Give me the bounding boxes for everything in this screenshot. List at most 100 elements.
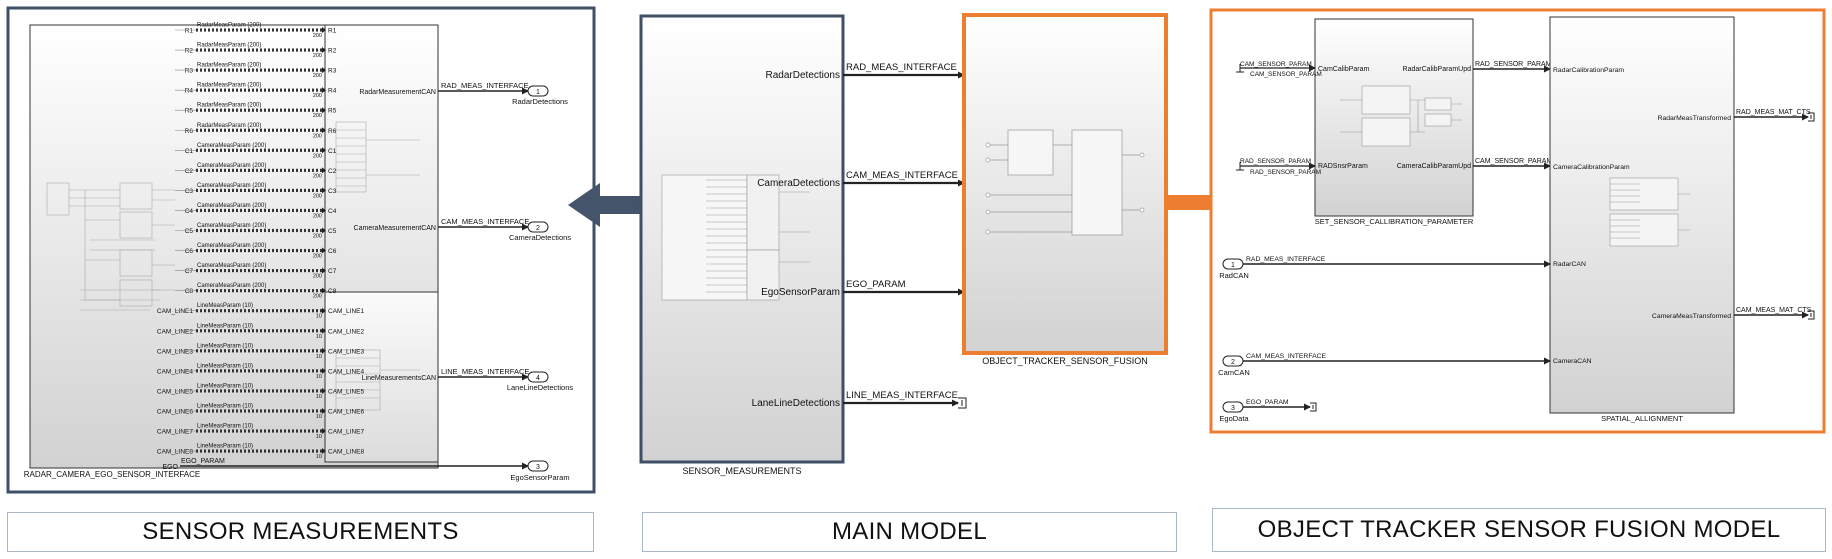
- bus-line: [196, 289, 322, 293]
- rad-meas-mat-signal: RAD_MEAS_MAT_CTS: [1736, 109, 1811, 116]
- bus-line: [196, 309, 322, 313]
- bus-arrowhead: [322, 27, 326, 33]
- fusion-internal: [985, 129, 1145, 236]
- bus-line: [196, 48, 322, 52]
- caption-sensor-measurements: SENSOR MEASUREMENTS: [7, 512, 594, 552]
- ego-outport-num: 3: [536, 464, 540, 471]
- ego-outport[interactable]: [527, 460, 549, 472]
- row-bus-label: CameraMeasParam (200): [197, 163, 266, 169]
- bus-line: [196, 409, 322, 413]
- row-output-label: C6: [328, 248, 337, 255]
- bus-line: [196, 188, 322, 192]
- ego-signal-label: EGO_PARAM: [181, 458, 225, 465]
- radcan-inport[interactable]: [1222, 258, 1244, 270]
- bus-arrowhead: [322, 147, 326, 154]
- egodata-inport[interactable]: [1222, 401, 1244, 413]
- camera-signal-label: CAM_MEAS_INTERFACE: [441, 217, 529, 226]
- camcan-inport[interactable]: [1222, 355, 1244, 367]
- row-input-label: CAM_LINE1: [157, 308, 194, 315]
- bus-line: [196, 449, 322, 453]
- row-output-label: C7: [328, 268, 337, 275]
- align-in-radarcan: RadarCAN: [1553, 261, 1586, 268]
- camera-outport[interactable]: [527, 221, 549, 233]
- row-bus-label: LineMeasParam (10): [197, 363, 253, 369]
- main-signal-label: CAM_MEAS_INTERFACE: [846, 170, 958, 181]
- caption-main-model: MAIN MODEL: [642, 512, 1177, 552]
- row-input-label: C6: [185, 248, 194, 255]
- main-port-label: LaneLineDetections: [752, 398, 840, 409]
- row-input-label: CAM_LINE6: [157, 408, 194, 415]
- calib-block-name: SET_SENSOR_CALLIBRATION_PARAMETER: [1315, 217, 1474, 226]
- camera-port-label: CameraMeasurementCAN: [354, 225, 436, 232]
- bus-arrowhead: [322, 247, 326, 254]
- bus-arrowhead: [322, 47, 326, 54]
- row-dimension: 200: [313, 153, 322, 159]
- radar-outport[interactable]: [527, 85, 549, 97]
- main-model-panel: SENSOR_MEASUREMENTS RadarDetections RAD_M…: [639, 13, 1168, 476]
- bus-line: [196, 88, 322, 92]
- row-input-label: R6: [185, 128, 194, 135]
- egodata-inport-num: 3: [1231, 405, 1235, 412]
- row-input-label: R4: [185, 88, 194, 95]
- row-bus-label: CameraMeasParam (200): [197, 283, 266, 289]
- arrow-to-sensor-measurements: [568, 183, 655, 227]
- bus-line: [196, 148, 322, 152]
- bus-arrowhead: [322, 107, 326, 114]
- bus-line: [196, 208, 322, 213]
- row-dimension: 200: [313, 234, 322, 240]
- radcan-inport-num: 1: [1231, 262, 1235, 269]
- row-output-label: C1: [328, 148, 337, 155]
- bus-arrowhead: [322, 167, 326, 174]
- row-dimension: 200: [313, 274, 322, 280]
- row-dimension: 200: [313, 294, 322, 300]
- bus-line: [196, 128, 322, 132]
- main-port-label: EgoSensorParam: [761, 287, 840, 298]
- row-dimension: 200: [313, 193, 322, 199]
- line-outport[interactable]: [527, 371, 549, 383]
- cam-terminator: [1808, 310, 1815, 320]
- row-input-label: R3: [185, 68, 194, 75]
- bus-line: [196, 228, 322, 233]
- row-output-label: R5: [328, 108, 337, 115]
- row-output-label: C8: [328, 288, 337, 295]
- row-dimension: 200: [313, 254, 322, 260]
- row-dimension: 10: [316, 334, 322, 340]
- camcan-inport-name: CamCAN: [1218, 368, 1250, 377]
- row-output-label: R4: [328, 88, 337, 95]
- object-tracker-fusion-block[interactable]: [962, 13, 1168, 355]
- camera-outport-num: 2: [536, 225, 540, 232]
- calib-in-radsnsr: RADSnsrParam: [1318, 163, 1368, 170]
- bus-line: [196, 349, 322, 353]
- row-input-label: R2: [185, 48, 194, 55]
- row-input-label: CAM_LINE8: [157, 449, 194, 456]
- rad-const-signal: RAD_SENSOR_PARAM: [1250, 169, 1321, 176]
- row-input-label: C1: [185, 148, 194, 155]
- bus-arrowhead: [322, 347, 326, 354]
- radar-camera-subblock[interactable]: [324, 24, 439, 293]
- radar-outport-num: 1: [536, 89, 540, 96]
- left-block-name: RADAR_CAMERA_EGO_SENSOR_INTERFACE: [24, 470, 201, 479]
- left-internal-routing: [46, 121, 420, 411]
- row-input-label: CAM_LINE3: [157, 348, 194, 355]
- rad-const-ground: [1236, 162, 1244, 171]
- bus-arrowhead: [322, 327, 326, 334]
- row-input-label: C5: [185, 228, 194, 235]
- caption-sensor-measurements-text: SENSOR MEASUREMENTS: [142, 518, 459, 545]
- row-bus-label: RadarMeasParam (200): [197, 103, 261, 109]
- bus-line: [196, 168, 322, 172]
- cam-const-label: CAM_SENSOR_PARAM: [1240, 61, 1312, 68]
- row-dimension: 10: [316, 434, 322, 440]
- row-output-label: CAM_LINE5: [328, 388, 365, 395]
- row-output-label: R3: [328, 68, 337, 75]
- bus-arrowhead: [322, 428, 326, 434]
- row-input-label: C3: [185, 188, 194, 195]
- row-input-label: CAM_LINE7: [157, 429, 194, 436]
